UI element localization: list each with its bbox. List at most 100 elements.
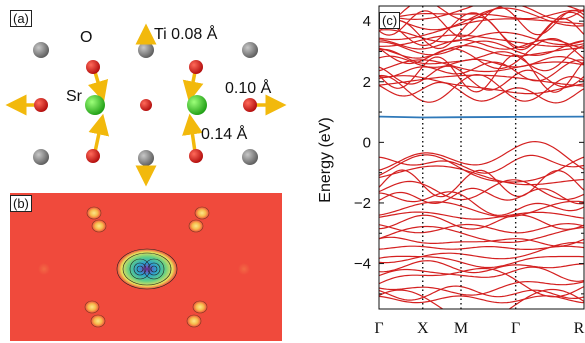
sr-atoms xyxy=(85,95,207,115)
x-tick-label: M xyxy=(454,320,468,337)
band-line xyxy=(379,45,584,72)
ti-atom xyxy=(242,149,258,165)
band-line xyxy=(379,39,584,50)
band-line xyxy=(379,211,584,220)
band-line xyxy=(379,40,584,57)
displacement-arrows xyxy=(5,23,287,187)
panel-c-label: (c) xyxy=(379,12,401,29)
band-structure-chart: Energy (eV) 4 2 0 −2 −4 Γ X M Γ R xyxy=(317,5,585,337)
band-line xyxy=(379,214,584,230)
band-line xyxy=(379,260,584,274)
panel-c-band-structure: Energy (eV) 4 2 0 −2 −4 Γ X M Γ R (c) xyxy=(300,0,585,343)
panel-a-label: (a) xyxy=(10,10,32,27)
o-atom xyxy=(243,98,257,112)
density-lobes xyxy=(84,206,210,328)
density-lobe xyxy=(90,314,106,328)
ti-atom xyxy=(138,150,154,166)
band-line xyxy=(379,59,584,82)
band-line xyxy=(379,74,584,87)
defect-band-line xyxy=(379,115,584,119)
o-horizontal-displacement-label: 0.10 Å xyxy=(225,80,272,97)
band-line xyxy=(379,288,584,309)
arrow-o-bottom-left xyxy=(88,113,110,153)
arrow-o-bottom-right xyxy=(182,113,203,153)
band-line xyxy=(379,154,584,174)
band-line xyxy=(379,16,584,51)
band-line xyxy=(379,245,584,250)
band-line xyxy=(379,266,584,282)
density-lobe xyxy=(86,206,102,220)
band-line xyxy=(379,236,584,247)
o-atom xyxy=(34,98,48,112)
arrow-o-top-left xyxy=(87,71,109,103)
y-tick-label: 0 xyxy=(363,134,371,151)
x-tick-label: X xyxy=(417,320,429,337)
ti-atom xyxy=(33,42,49,58)
y-tick-label: 2 xyxy=(363,74,371,91)
density-map xyxy=(10,193,282,341)
o-atom-label: O xyxy=(80,29,93,46)
density-lobe xyxy=(91,219,107,233)
density-lobe xyxy=(192,300,208,314)
o-atom xyxy=(189,149,203,163)
band-line xyxy=(379,54,584,93)
panel-b-density-map: (b) xyxy=(10,193,282,341)
band-line xyxy=(379,267,584,298)
band-line xyxy=(379,280,584,296)
x-tick-label: Γ xyxy=(374,320,383,337)
band-line xyxy=(379,169,584,198)
band-lines xyxy=(379,6,584,309)
density-lobe xyxy=(188,219,204,233)
y-tick-label: −2 xyxy=(354,195,371,212)
band-line xyxy=(379,165,584,186)
band-line xyxy=(379,140,584,171)
band-line xyxy=(379,191,584,216)
band-line xyxy=(379,222,584,234)
ti-atom xyxy=(138,42,154,58)
density-faint-spot xyxy=(238,263,250,275)
plot-area xyxy=(378,5,585,310)
o-atom xyxy=(189,60,203,74)
ti-atom xyxy=(242,42,258,58)
band-line xyxy=(379,6,584,25)
band-line xyxy=(379,154,584,183)
panel-a-structure: (a) O Ti 0.08 Å Sr 0.10 Å 0.14 Å xyxy=(0,0,295,187)
y-tick-label: −4 xyxy=(354,256,371,273)
ti-atom xyxy=(33,149,49,165)
band-line xyxy=(379,179,584,201)
plot-frame xyxy=(378,5,585,310)
sr-atom-label: Sr xyxy=(66,88,82,105)
band-line xyxy=(379,225,584,243)
x-tick-label: R xyxy=(574,320,585,337)
ti-displacement-label: Ti 0.08 Å xyxy=(154,26,218,43)
ti-atoms xyxy=(33,42,258,166)
band-line xyxy=(379,6,584,38)
y-tick-label: 4 xyxy=(363,13,371,30)
y-tick-labels: 4 2 0 −2 −4 xyxy=(354,13,371,272)
sr-atom xyxy=(85,95,105,115)
density-center xyxy=(116,248,178,290)
band-line xyxy=(379,65,584,91)
x-tick-label: Γ xyxy=(511,320,520,337)
band-line xyxy=(379,55,584,68)
panel-b-label: (b) xyxy=(10,195,32,212)
band-line xyxy=(379,9,584,20)
density-lobe xyxy=(84,300,100,314)
o-atom xyxy=(86,149,100,163)
o-atom xyxy=(140,99,152,111)
band-line xyxy=(379,7,584,31)
band-line xyxy=(379,38,584,70)
arrow-o-top-right xyxy=(182,71,204,103)
band-line xyxy=(379,81,584,104)
sr-atom xyxy=(187,95,207,115)
o-atom xyxy=(86,60,100,74)
density-lobe xyxy=(194,206,210,220)
structure-diagram xyxy=(5,23,287,187)
o-vertical-displacement-label: 0.14 Å xyxy=(201,126,248,143)
band-line xyxy=(379,29,584,46)
density-lobe xyxy=(186,314,202,328)
band-line xyxy=(379,6,584,21)
y-axis-label: Energy (eV) xyxy=(317,117,334,202)
density-faint-spot xyxy=(38,263,50,275)
